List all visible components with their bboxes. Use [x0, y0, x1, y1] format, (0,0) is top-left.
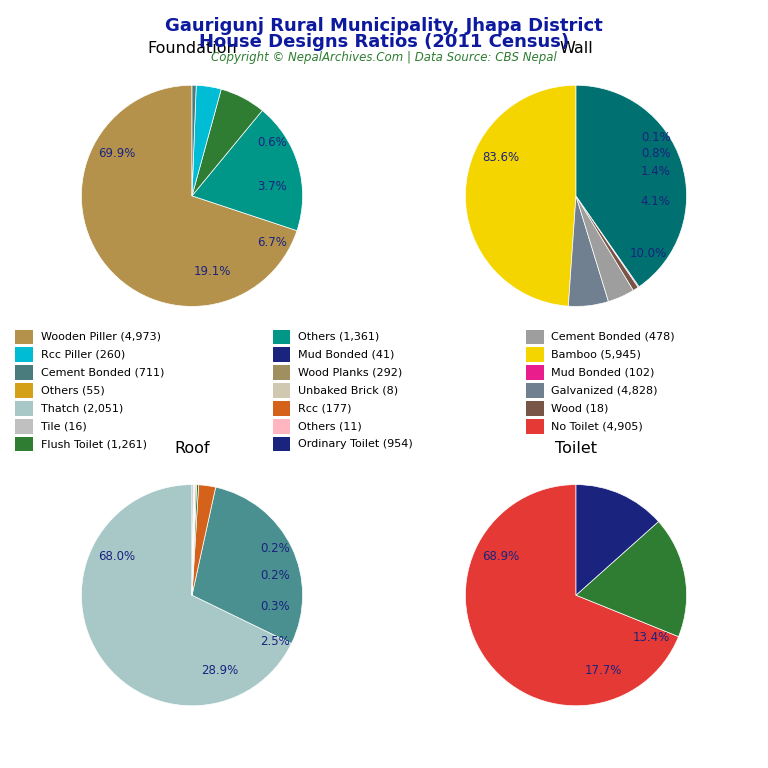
- Bar: [273, 401, 290, 415]
- Bar: [526, 401, 544, 415]
- Text: Rcc Piller (260): Rcc Piller (260): [41, 349, 125, 360]
- Bar: [273, 419, 290, 434]
- Title: Toilet: Toilet: [555, 441, 597, 455]
- Bar: [15, 383, 33, 398]
- Bar: [15, 419, 33, 434]
- Wedge shape: [81, 85, 297, 306]
- Text: Others (55): Others (55): [41, 386, 104, 396]
- Wedge shape: [576, 85, 687, 286]
- Text: Wood (18): Wood (18): [551, 403, 609, 413]
- Text: 0.8%: 0.8%: [641, 147, 670, 161]
- Bar: [526, 383, 544, 398]
- Text: Wooden Piller (4,973): Wooden Piller (4,973): [41, 332, 161, 342]
- Wedge shape: [576, 485, 658, 595]
- Wedge shape: [576, 521, 687, 637]
- Bar: [273, 437, 290, 452]
- Wedge shape: [192, 485, 197, 595]
- Text: No Toilet (4,905): No Toilet (4,905): [551, 421, 643, 432]
- Text: Tile (16): Tile (16): [41, 421, 87, 432]
- Text: 17.7%: 17.7%: [585, 664, 622, 677]
- Text: Mud Bonded (102): Mud Bonded (102): [551, 368, 655, 378]
- Bar: [273, 347, 290, 362]
- Wedge shape: [192, 89, 263, 196]
- Text: 0.2%: 0.2%: [260, 542, 290, 555]
- Text: 3.7%: 3.7%: [257, 180, 286, 194]
- Wedge shape: [192, 485, 194, 595]
- Text: 68.0%: 68.0%: [98, 550, 135, 563]
- Bar: [526, 366, 544, 380]
- Wedge shape: [576, 196, 634, 302]
- Text: Bamboo (5,945): Bamboo (5,945): [551, 349, 641, 360]
- Wedge shape: [192, 485, 194, 595]
- Bar: [273, 329, 290, 344]
- Text: Galvanized (4,828): Galvanized (4,828): [551, 386, 658, 396]
- Wedge shape: [192, 85, 221, 196]
- Text: Ordinary Toilet (954): Ordinary Toilet (954): [298, 439, 412, 449]
- Text: Copyright © NepalArchives.Com | Data Source: CBS Nepal: Copyright © NepalArchives.Com | Data Sou…: [211, 51, 557, 64]
- Text: Cement Bonded (711): Cement Bonded (711): [41, 368, 164, 378]
- Text: 13.4%: 13.4%: [633, 631, 670, 644]
- Wedge shape: [192, 85, 196, 196]
- Title: Wall: Wall: [559, 41, 593, 56]
- Text: Wood Planks (292): Wood Planks (292): [298, 368, 402, 378]
- Bar: [15, 366, 33, 380]
- Text: 10.0%: 10.0%: [629, 247, 667, 260]
- Text: Cement Bonded (478): Cement Bonded (478): [551, 332, 675, 342]
- Wedge shape: [81, 485, 292, 706]
- Text: 0.1%: 0.1%: [641, 131, 670, 144]
- Text: Others (1,361): Others (1,361): [298, 332, 379, 342]
- Wedge shape: [465, 85, 576, 306]
- Bar: [15, 401, 33, 415]
- Wedge shape: [576, 196, 638, 290]
- Bar: [273, 366, 290, 380]
- Wedge shape: [192, 111, 303, 230]
- Wedge shape: [192, 487, 303, 644]
- Wedge shape: [192, 485, 216, 595]
- Wedge shape: [192, 485, 195, 595]
- Text: Flush Toilet (1,261): Flush Toilet (1,261): [41, 439, 147, 449]
- Text: 28.9%: 28.9%: [201, 664, 238, 677]
- Text: 68.9%: 68.9%: [482, 550, 519, 563]
- Bar: [273, 383, 290, 398]
- Text: 19.1%: 19.1%: [194, 264, 230, 277]
- Text: 0.6%: 0.6%: [257, 136, 286, 149]
- Bar: [15, 329, 33, 344]
- Text: 83.6%: 83.6%: [482, 151, 519, 164]
- Wedge shape: [465, 485, 679, 706]
- Text: Gaurigunj Rural Municipality, Jhapa District: Gaurigunj Rural Municipality, Jhapa Dist…: [165, 17, 603, 35]
- Bar: [15, 347, 33, 362]
- Text: 2.5%: 2.5%: [260, 635, 290, 648]
- Text: Unbaked Brick (8): Unbaked Brick (8): [298, 386, 398, 396]
- Text: 4.1%: 4.1%: [641, 195, 670, 208]
- Text: 0.3%: 0.3%: [260, 600, 290, 613]
- Wedge shape: [192, 485, 199, 595]
- Text: 0.2%: 0.2%: [260, 569, 290, 582]
- Text: 1.4%: 1.4%: [641, 165, 670, 178]
- Bar: [15, 437, 33, 452]
- Text: Rcc (177): Rcc (177): [298, 403, 352, 413]
- Bar: [526, 419, 544, 434]
- Title: Foundation: Foundation: [147, 41, 237, 56]
- Text: Thatch (2,051): Thatch (2,051): [41, 403, 123, 413]
- Bar: [526, 347, 544, 362]
- Bar: [526, 329, 544, 344]
- Text: House Designs Ratios (2011 Census): House Designs Ratios (2011 Census): [199, 33, 569, 51]
- Text: Mud Bonded (41): Mud Bonded (41): [298, 349, 394, 360]
- Text: Others (11): Others (11): [298, 421, 362, 432]
- Title: Roof: Roof: [174, 441, 210, 455]
- Text: 6.7%: 6.7%: [257, 236, 286, 249]
- Text: 69.9%: 69.9%: [98, 147, 135, 161]
- Wedge shape: [576, 196, 639, 287]
- Wedge shape: [568, 196, 608, 306]
